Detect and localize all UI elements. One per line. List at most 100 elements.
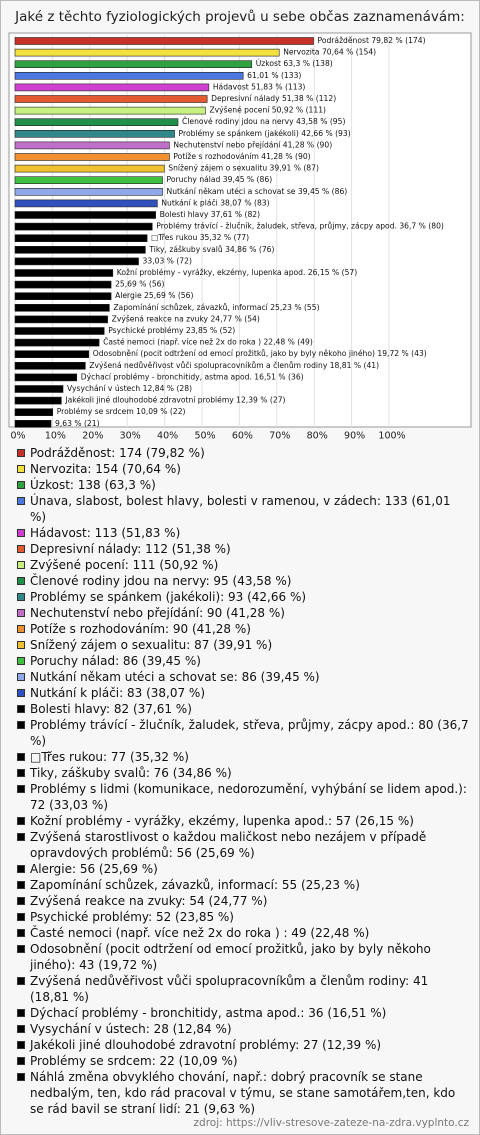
bar xyxy=(14,176,163,184)
legend-item: Zvýšené pocení: 111 (50,92 %) xyxy=(17,557,469,573)
legend-item: Kožní problémy - vyrážky, ekzémy, lupenk… xyxy=(17,813,469,829)
bar-label: Alergie 25,69 % (56) xyxy=(115,291,193,300)
bar xyxy=(14,71,244,80)
bar-label: Potíže s rozhodováním 41,28 % (90) xyxy=(173,152,310,161)
legend-label: Problémy trávící - žlučník, žaludek, stř… xyxy=(30,718,469,748)
legend-swatch xyxy=(17,657,25,665)
legend-label: Odosobnění (pocit odtržení od emocí prož… xyxy=(30,942,431,972)
legend-item: Zvýšená nedůvěřivost vůči spolupracovník… xyxy=(17,973,469,1005)
bar xyxy=(14,222,153,231)
legend-item: Nervozita: 154 (70,64 %) xyxy=(17,461,469,477)
legend-label: Úzkost: 138 (63,3 %) xyxy=(30,478,156,492)
bar-label: Kožní problémy - vyrážky, ekzémy, lupenk… xyxy=(117,268,357,277)
legend-label: Nechutenství nebo přejídání: 90 (41,28 %… xyxy=(30,606,285,620)
x-tick-label: 0% xyxy=(10,431,25,442)
legend-label: Zvýšená nedůvěřivost vůči spolupracovník… xyxy=(30,974,429,1004)
x-tick-label: 60% xyxy=(232,431,253,442)
bar-label: Dýchací problémy - bronchitidy, astma ap… xyxy=(81,372,304,381)
bar xyxy=(14,188,163,196)
legend-swatch xyxy=(17,673,25,681)
legend-item: Nutkání někam utéci a schovat se: 86 (39… xyxy=(17,669,469,685)
legend-swatch xyxy=(17,753,25,761)
legend-swatch xyxy=(17,1057,25,1065)
legend-item: Členové rodiny jdou na nervy: 95 (43,58 … xyxy=(17,573,469,589)
legend-item: Časté nemoci (např. více než 2x do roka … xyxy=(17,925,469,941)
legend-swatch xyxy=(17,865,25,873)
legend-swatch xyxy=(17,945,25,953)
legend-item: Poruchy nálad: 86 (39,45 %) xyxy=(17,653,469,669)
legend-swatch xyxy=(17,641,25,649)
legend-label: Dýchací problémy - bronchitidy, astma ap… xyxy=(30,1006,387,1020)
bar xyxy=(14,153,170,161)
legend-label: □Třes rukou: 77 (35,32 %) xyxy=(30,750,189,764)
legend-item: Snížený zájem o sexualitu: 87 (39,91 %) xyxy=(17,637,469,653)
legend-label: Nervozita: 154 (70,64 %) xyxy=(30,462,181,476)
legend-label: Vysychání v ústech: 28 (12,84 %) xyxy=(30,1022,232,1036)
bar-label: Snížený zájem o sexualitu 39,91 % (87) xyxy=(168,164,319,173)
bar-label: Zapomínání schůzek, závazků, informací 2… xyxy=(113,303,319,312)
bar xyxy=(14,246,146,254)
legend-item: Zapomínání schůzek, závazků, informací: … xyxy=(17,877,469,893)
bar-label: □Třes rukou 35,32 % (77) xyxy=(151,233,249,242)
bar-label: Odosobnění (pocit odtržení od emocí prož… xyxy=(93,349,427,358)
legend-item: Náhlá změna obvyklého chování, např.: do… xyxy=(17,1069,469,1117)
legend-label: Časté nemoci (např. více než 2x do roka … xyxy=(30,926,370,940)
bar-label: Hádavost 51,83 % (113) xyxy=(213,82,306,91)
legend-item: Podrážděnost: 174 (79,82 %) xyxy=(17,445,469,461)
legend-label: Nutkání někam utéci a schovat se: 86 (39… xyxy=(30,670,320,684)
legend-label: Zvýšené pocení: 111 (50,92 %) xyxy=(30,558,219,572)
bar xyxy=(14,396,62,405)
legend-swatch xyxy=(17,1009,25,1017)
legend-label: Snížený zájem o sexualitu: 87 (39,91 %) xyxy=(30,638,273,652)
legend-item: Nutkání k pláči: 83 (38,07 %) xyxy=(17,685,469,701)
bar xyxy=(14,303,110,312)
bar xyxy=(14,211,156,219)
legend-swatch xyxy=(17,705,25,713)
bar-label: Nervozita 70,64 % (154) xyxy=(283,48,376,57)
x-tick-label: 30% xyxy=(120,431,141,442)
x-tick-label: 100% xyxy=(378,431,405,442)
bar xyxy=(14,338,100,347)
bar-label: Členové rodiny jdou na nervy 43,58 % (95… xyxy=(182,117,345,126)
legend-item: Únava, slabost, bolest hlavy, bolesti v … xyxy=(17,493,469,525)
bar xyxy=(14,269,114,277)
bar-label: Zvýšená reakce na zvuky 24,77 % (54) xyxy=(112,314,260,323)
x-tick-label: 80% xyxy=(307,431,328,442)
legend-item: Potíže s rozhodováním: 90 (41,28 %) xyxy=(17,621,469,637)
bar xyxy=(14,60,253,69)
source: zdroj: https://vliv-stresove-zateze-na-z… xyxy=(193,1117,469,1129)
legend-item: Tiky, záškuby svalů: 76 (34,86 %) xyxy=(17,765,469,781)
legend-swatch xyxy=(17,545,25,553)
legend-swatch xyxy=(17,529,25,537)
x-tick-label: 70% xyxy=(269,431,290,442)
bar-label: 33,03 % (72) xyxy=(143,256,192,265)
legend-item: Nechutenství nebo přejídání: 90 (41,28 %… xyxy=(17,605,469,621)
legend-label: Únava, slabost, bolest hlavy, bolesti v … xyxy=(30,494,451,524)
bar xyxy=(14,106,206,115)
legend-item: Problémy s lidmi (komunikace, nedorozumě… xyxy=(17,781,469,813)
bar xyxy=(14,37,314,45)
bar xyxy=(14,83,210,92)
legend-swatch xyxy=(17,625,25,633)
legend-swatch xyxy=(17,721,25,729)
bar-label: Zvýšená nedůvěřivost vůči spolupracovník… xyxy=(89,361,379,370)
legend-item: □Třes rukou: 77 (35,32 %) xyxy=(17,749,469,765)
x-tick-label: 50% xyxy=(194,431,215,442)
legend-item: Zvýšená reakce na zvuky: 54 (24,77 %) xyxy=(17,893,469,909)
legend-item: Vysychání v ústech: 28 (12,84 %) xyxy=(17,1021,469,1037)
legend-swatch xyxy=(17,913,25,921)
legend-swatch xyxy=(17,497,25,505)
bar-label: Problémy se srdcem 10,09 % (22) xyxy=(57,407,186,416)
bar xyxy=(14,280,112,289)
legend-swatch xyxy=(17,881,25,889)
bar-label: Jakékoli jiné dlouhodobé zdravotní probl… xyxy=(64,396,285,405)
bar xyxy=(14,408,54,417)
legend-swatch xyxy=(17,1073,25,1081)
bar xyxy=(14,350,90,359)
bar xyxy=(14,361,86,370)
legend-swatch xyxy=(17,977,25,985)
bar-label: Časté nemoci (např. více než 2x do roka … xyxy=(103,338,313,347)
bar xyxy=(14,118,179,126)
bar-label: Nechutenství nebo přejídání 41,28 % (90) xyxy=(173,140,332,149)
